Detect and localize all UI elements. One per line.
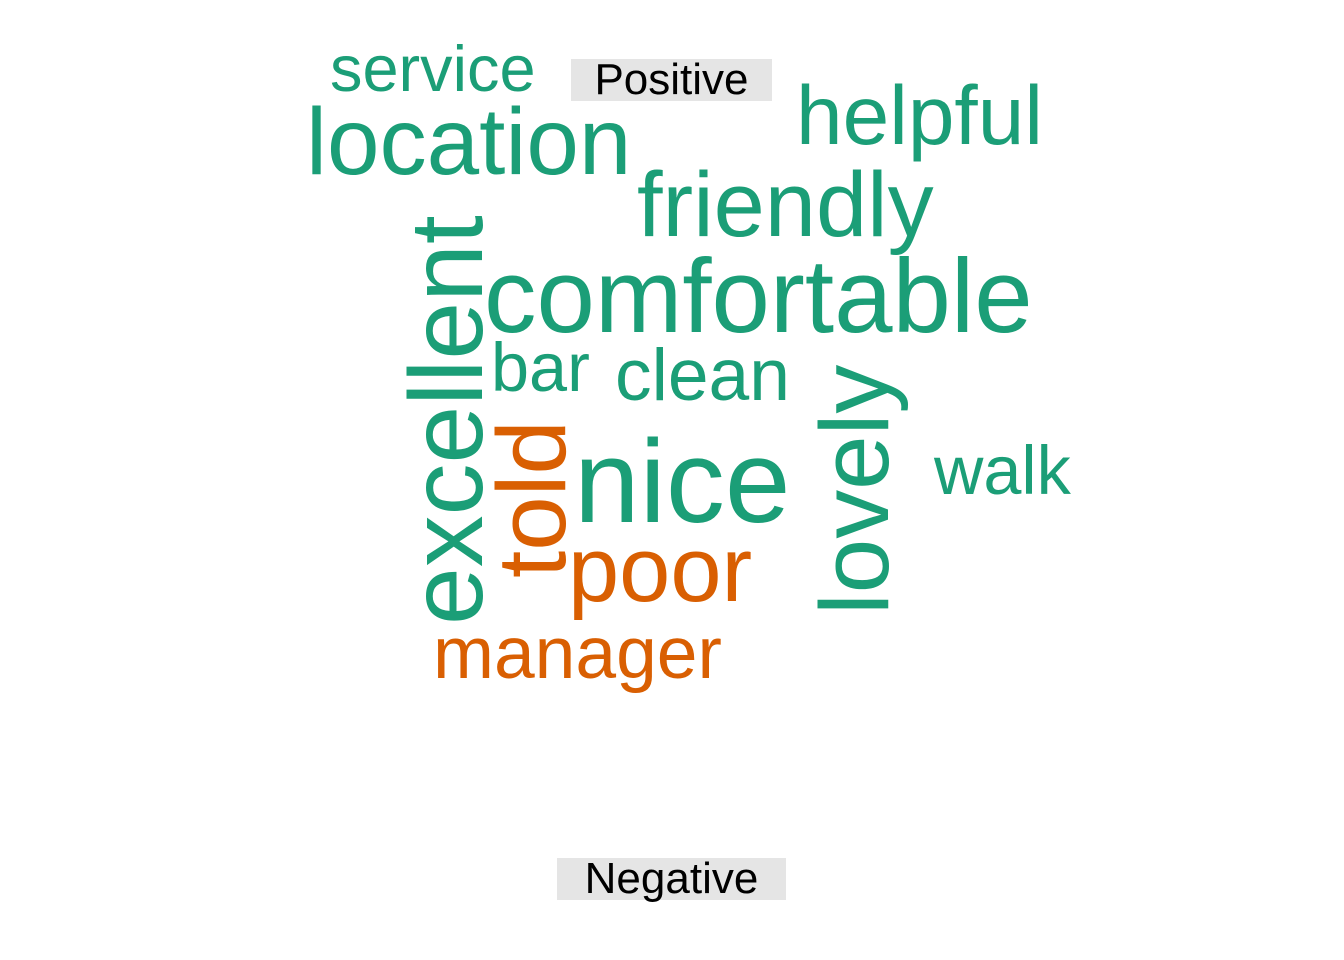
word-service: service <box>330 32 536 105</box>
word-excellent: excellent <box>388 215 504 625</box>
word-walk: walk <box>933 433 1072 509</box>
word-bar: bar <box>491 330 590 406</box>
word-clean: clean <box>615 334 790 416</box>
group-label-negative: Negative <box>557 857 786 901</box>
word-lovely: lovely <box>799 365 909 615</box>
word-told: told <box>476 420 586 578</box>
word-helpful: helpful <box>796 68 1043 162</box>
word-comfortable: comfortable <box>484 238 1033 355</box>
word-location: location <box>306 90 631 195</box>
word-friendly: friendly <box>637 154 934 256</box>
group-label-positive: Positive <box>571 58 772 102</box>
word-manager: manager <box>433 612 722 694</box>
word-nice: nice <box>574 416 790 548</box>
word-poor: poor <box>568 519 752 621</box>
